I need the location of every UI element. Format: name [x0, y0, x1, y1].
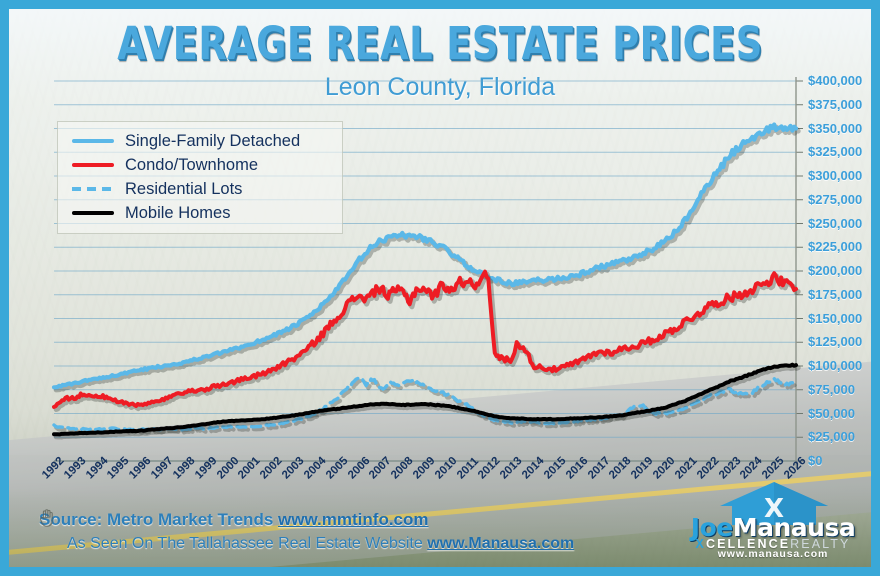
series-line-condo-townhome: [52, 269, 798, 409]
house-icon: X: [720, 482, 828, 525]
legend-label: Residential Lots: [125, 179, 243, 198]
legend-item-mobile-homes[interactable]: Mobile Homes: [70, 201, 332, 225]
y-axis-tick-label: $250,000: [808, 215, 863, 231]
y-axis-tick-label: $75,000: [808, 381, 855, 397]
y-axis-tick-label: $275,000: [808, 191, 863, 207]
legend-swatch-icon: [70, 158, 116, 172]
y-axis-tick-label: $350,000: [808, 120, 863, 136]
logo-name-last: Manausa: [732, 513, 856, 542]
series-shadow: [53, 364, 801, 440]
y-axis-tick-label: $175,000: [808, 286, 863, 302]
series-shadow: [54, 378, 801, 435]
footer: Source: Metro Market Trends www.mmtinfo.…: [39, 509, 739, 553]
legend-swatch-icon: [70, 206, 116, 220]
y-axis-tick-label: $225,000: [808, 239, 863, 255]
y-axis-tick-label: $150,000: [808, 310, 863, 326]
footer-source-line: Source: Metro Market Trends www.mmtinfo.…: [39, 510, 739, 530]
chart-legend: Single-Family Detached Condo/Townhome Re…: [57, 121, 343, 234]
logo-tagline-x: X: [695, 537, 706, 551]
legend-swatch-icon: [70, 134, 116, 148]
legend-item-single-family[interactable]: Single-Family Detached: [70, 129, 332, 153]
y-axis-tick-label: $125,000: [808, 334, 863, 350]
y-axis-tick-label: $0: [808, 453, 823, 468]
logo-name-first: Joe: [690, 513, 733, 542]
y-axis-tick-label: $25,000: [808, 429, 855, 445]
footer-source-link[interactable]: www.mmtinfo.com: [278, 510, 429, 529]
legend-item-condo-townhome[interactable]: Condo/Townhome: [70, 153, 332, 177]
footer-source-label: Source: Metro Market Trends: [39, 510, 274, 529]
svg-text:X: X: [764, 494, 784, 524]
legend-item-residential-lots[interactable]: Residential Lots: [70, 177, 332, 201]
logo-tagline-cellence: CELLENCE: [705, 537, 791, 551]
footer-seen-on-line: As Seen On The Tallahassee Real Estate W…: [67, 535, 739, 553]
chart-canvas: AVERAGE REAL ESTATE PRICES Leon County, …: [9, 9, 871, 567]
y-axis-tick-label: $300,000: [808, 168, 863, 183]
legend-label: Mobile Homes: [125, 203, 231, 222]
logo-tagline: XCELLENCEREALTY: [689, 537, 857, 551]
page-title: AVERAGE REAL ESTATE PRICES: [117, 17, 763, 70]
series-line-residential-lots: [52, 376, 798, 432]
y-axis-tick-label: $50,000: [808, 405, 855, 421]
y-axis-tick-label: $100,000: [808, 358, 863, 373]
legend-swatch-icon: [70, 182, 116, 196]
logo-name: JoeManausa: [689, 515, 857, 540]
series-line-single-family-detached: [51, 122, 799, 390]
series-line-mobile-homes: [52, 362, 798, 437]
y-axis-tick-label: $325,000: [808, 144, 863, 160]
y-axis-tick-label: $375,000: [808, 96, 863, 112]
legend-label: Single-Family Detached: [125, 131, 301, 150]
footer-seen-on-label: As Seen On The Tallahassee Real Estate W…: [67, 535, 423, 552]
chart-plot: [51, 77, 803, 468]
title-block: AVERAGE REAL ESTATE PRICES Leon County, …: [9, 21, 871, 102]
legend-label: Condo/Townhome: [125, 155, 258, 174]
page-subtitle: Leon County, Florida: [324, 73, 556, 101]
logo-tagline-realty: REALTY: [790, 537, 851, 551]
logo-url: www.manausa.com: [717, 548, 829, 560]
hand-icon: [39, 509, 53, 527]
y-axis-tick-label: $200,000: [808, 263, 863, 278]
company-logo[interactable]: X JoeManausa XCELLENCEREALTY www.manausa…: [689, 481, 857, 560]
background-road: [9, 455, 871, 567]
y-axis-tick-label: $400,000: [808, 73, 863, 88]
footer-seen-on-link[interactable]: www.Manausa.com: [427, 535, 575, 552]
